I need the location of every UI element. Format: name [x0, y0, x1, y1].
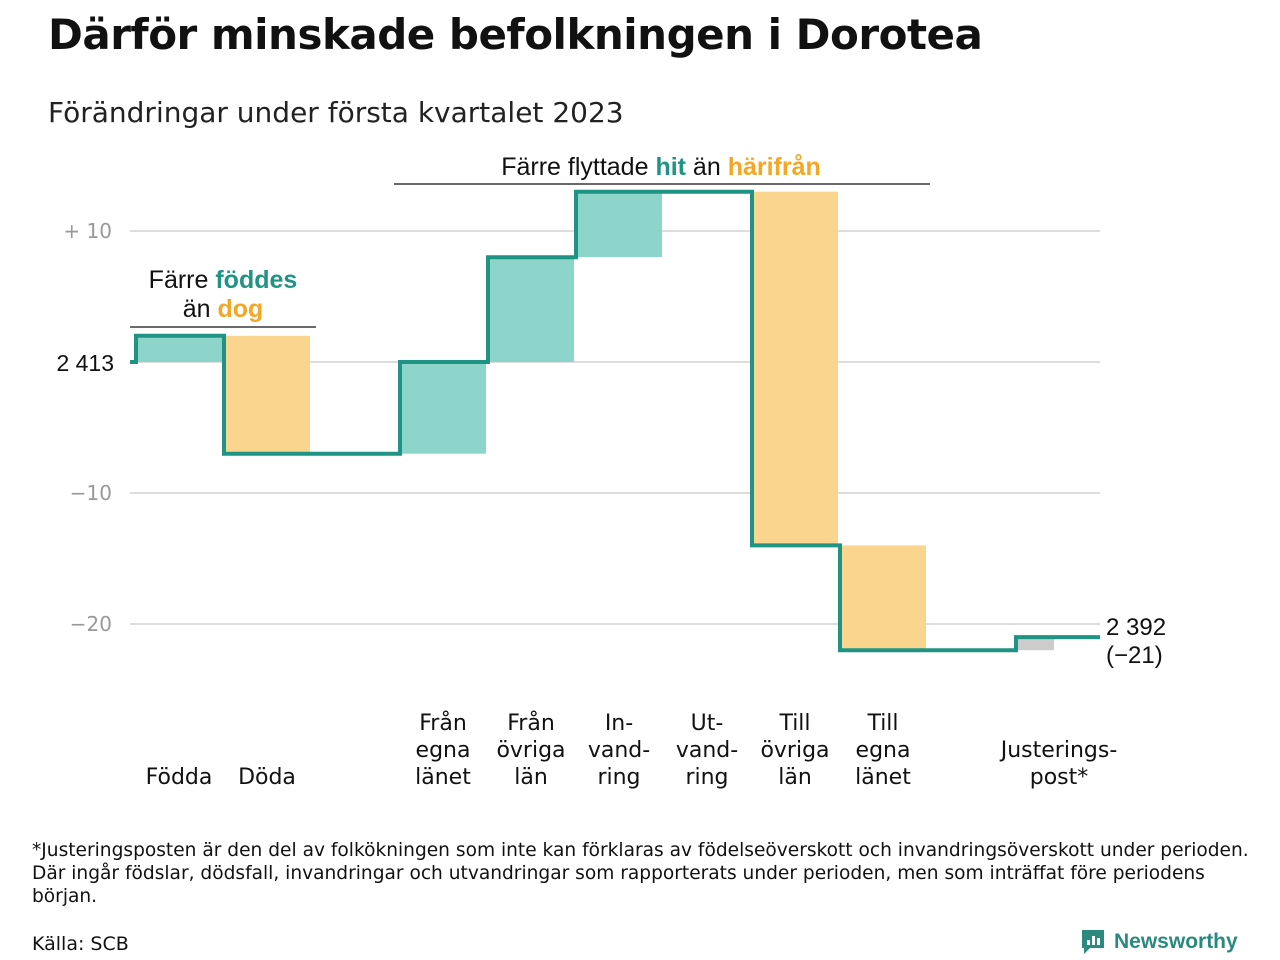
annotation-births-line2: än dog — [183, 295, 264, 323]
newsworthy-logo-icon — [1082, 930, 1104, 954]
x-category-label: In- — [605, 711, 633, 736]
chart-subtitle: Förändringar under första kvartalet 2023 — [48, 96, 624, 129]
x-category-label: egna — [856, 738, 911, 763]
x-category-label: Till — [866, 711, 898, 736]
waterfall-bar — [576, 191, 662, 258]
annotation-moves-text: Färre flyttade hit än härifrån — [501, 153, 821, 181]
x-category-label: ring — [597, 765, 640, 790]
x-category-label: län — [514, 765, 548, 790]
x-category-label: post* — [1030, 765, 1089, 790]
brand-name: Newsworthy — [1114, 930, 1238, 953]
x-category-label: Döda — [238, 765, 296, 790]
x-category-label: vand- — [588, 738, 650, 763]
brand-logo: Newsworthy — [1080, 928, 1238, 956]
x-category-label: länet — [415, 765, 471, 790]
x-category-label: Födda — [146, 765, 213, 790]
x-category-label: Ut- — [691, 711, 724, 736]
waterfall-bar — [840, 545, 926, 651]
source-label: Källa: SCB — [32, 933, 129, 955]
chart-title: Därför minskade befolkningen i Dorotea — [48, 10, 983, 59]
x-category-label: Från — [419, 710, 467, 736]
x-category-label: Till — [778, 711, 810, 736]
waterfall-bar — [136, 335, 222, 362]
x-category-label: ring — [685, 765, 728, 790]
x-category-label: Från — [507, 710, 555, 736]
waterfall-bar — [488, 257, 574, 362]
x-category-label: övriga — [760, 738, 829, 763]
waterfall-bar — [1016, 637, 1054, 651]
x-category-label: egna — [416, 738, 471, 763]
y-tick-label: + 10 — [63, 219, 112, 243]
waterfall-bar — [400, 362, 486, 454]
x-category-label: län — [778, 765, 812, 790]
end-value-label: 2 392 — [1106, 614, 1166, 641]
x-category-label: Justerings- — [999, 738, 1118, 763]
waterfall-bar — [224, 335, 310, 454]
waterfall-bar — [752, 191, 838, 546]
annotation-births-line1: Färre föddes — [149, 266, 298, 294]
footnote: *Justeringsposten är den del av folkökni… — [32, 840, 1249, 907]
y-tick-label: −10 — [70, 481, 112, 505]
y-tick-label: −20 — [70, 612, 112, 636]
end-change-label: (−21) — [1106, 642, 1163, 669]
x-category-label: länet — [855, 765, 911, 790]
cumulative-line — [130, 189, 1100, 653]
x-category-label: övriga — [496, 738, 565, 763]
start-value-label: 2 413 — [56, 350, 114, 376]
x-category-label: vand- — [676, 738, 738, 763]
